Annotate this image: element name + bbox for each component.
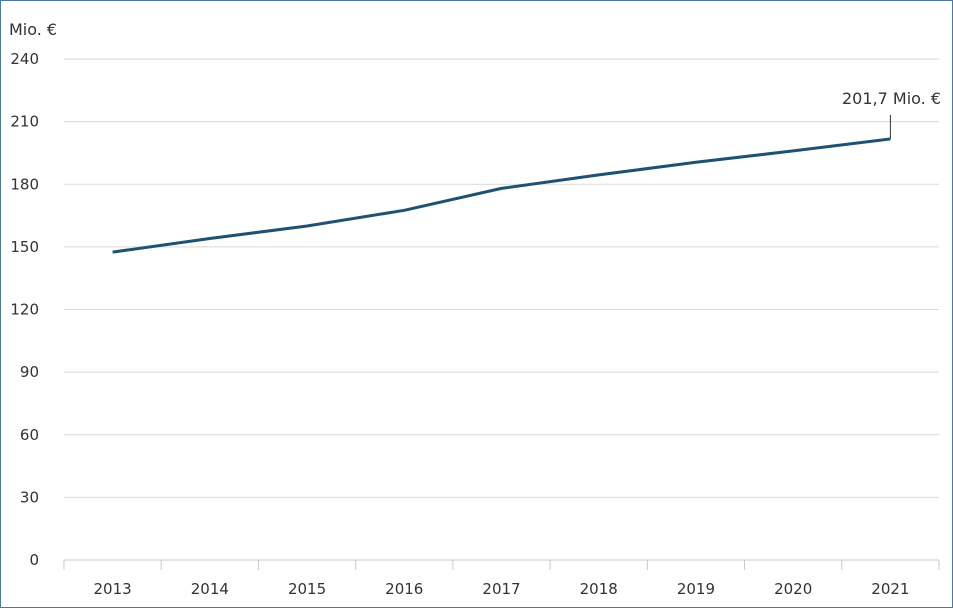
x-tick-label: 2021 [871,580,909,598]
x-tick-label: 2017 [482,580,520,598]
y-tick-label: 180 [10,175,39,193]
y-axis-unit-label: Mio. € [9,20,57,39]
annotation-label: 201,7 Mio. € [842,89,941,108]
y-tick-label: 210 [10,113,39,131]
x-axis-ticks: 2013 2014 2015 2016 2017 2018 2019 2020 2021 [94,580,910,598]
x-tick-label: 2019 [677,580,715,598]
y-tick-label: 90 [20,363,39,381]
x-tick-label: 2016 [385,580,423,598]
x-tick-label: 2014 [191,580,229,598]
x-tick-label: 2015 [288,580,326,598]
y-tick-label: 120 [10,301,39,319]
gridlines [64,59,939,497]
y-tick-label: 0 [29,551,39,569]
x-tick-label: 2020 [774,580,812,598]
series [113,139,891,252]
x-tick-label: 2013 [94,580,132,598]
x-axis [64,560,939,570]
y-axis-ticks: 0 30 60 90 120 150 180 210 240 [10,50,39,569]
y-tick-label: 30 [20,488,39,506]
y-tick-label: 60 [20,426,39,444]
series-line [113,139,891,252]
y-tick-label: 150 [10,238,39,256]
x-tick-label: 2018 [580,580,618,598]
y-tick-label: 240 [10,50,39,68]
annotations: 201,7 Mio. € [842,89,941,139]
